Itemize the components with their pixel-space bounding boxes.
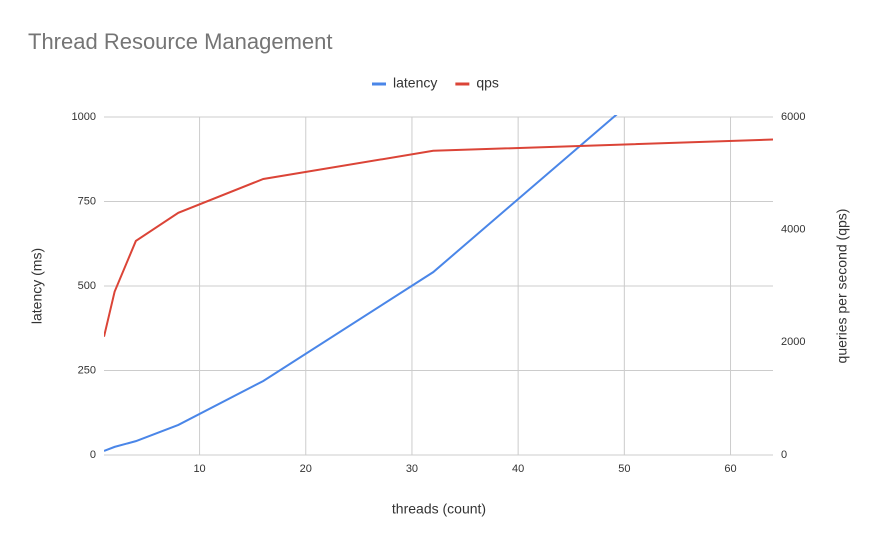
series-line xyxy=(104,138,773,337)
y2-tick-label: 6000 xyxy=(781,111,805,123)
y-tick-label: 500 xyxy=(78,280,96,292)
y2-tick-label: 0 xyxy=(781,449,787,461)
legend-label: qps xyxy=(476,75,499,91)
x-tick-label: 50 xyxy=(618,463,630,475)
y-tick-label: 750 xyxy=(78,195,96,207)
x-tick-label: 10 xyxy=(193,463,205,475)
x-tick-label: 40 xyxy=(512,463,524,475)
y2-tick-label: 2000 xyxy=(781,336,805,348)
plot-area xyxy=(104,115,773,452)
y2-axis-title: queries per second (qps) xyxy=(834,209,850,364)
x-tick-label: 60 xyxy=(724,463,736,475)
chart-title: Thread Resource Management xyxy=(28,29,333,54)
y-tick-label: 0 xyxy=(90,449,96,461)
x-axis-title: threads (count) xyxy=(392,501,486,517)
y-tick-label: 1000 xyxy=(72,111,96,123)
series-line xyxy=(104,115,618,452)
x-tick-label: 20 xyxy=(300,463,312,475)
y2-tick-label: 4000 xyxy=(781,224,805,236)
y-axis-title: latency (ms) xyxy=(29,248,45,324)
y-tick-label: 250 xyxy=(78,364,96,376)
legend-label: latency xyxy=(393,75,437,91)
x-tick-label: 30 xyxy=(406,463,418,475)
